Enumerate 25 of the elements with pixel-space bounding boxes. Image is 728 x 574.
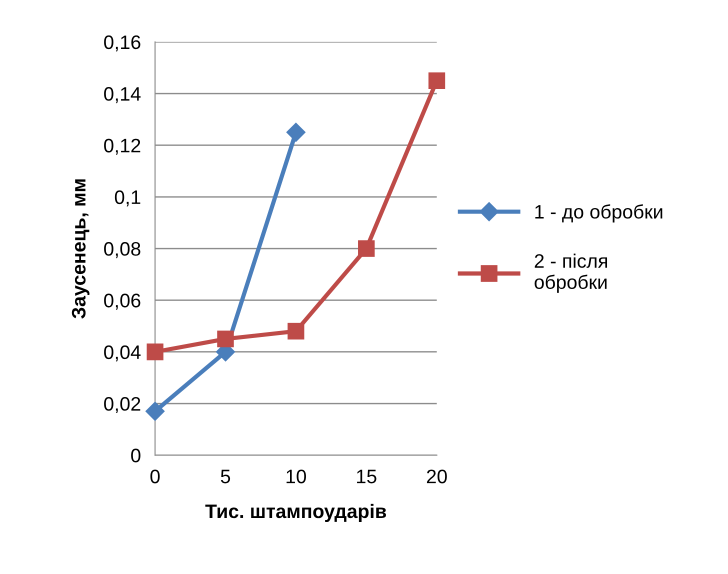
y-axis-title: Заусенець, мм — [72, 179, 90, 319]
x-tick-label: 15 — [357, 470, 376, 484]
y-tick-label: 0,1 — [114, 190, 140, 206]
y-tick-label: 0,06 — [104, 294, 140, 310]
y-tick-label: 0,04 — [104, 345, 141, 362]
point — [358, 240, 375, 257]
y-tick-label: 0,08 — [104, 242, 140, 258]
x-axis-title: Тис. штампоударів — [205, 504, 386, 522]
point — [217, 330, 234, 348]
x-tick-label: 10 — [286, 470, 306, 484]
x-tick-label: 5 — [220, 470, 230, 484]
y-tick-label: 0,14 — [104, 87, 141, 104]
x-tick-label: 20 — [426, 470, 447, 484]
legend-label: 2 - після обробки — [534, 254, 608, 293]
point — [146, 402, 165, 421]
y-tick-label: 0 — [131, 448, 140, 462]
point — [428, 72, 446, 89]
y-tick-label: 0,02 — [104, 396, 140, 414]
point — [286, 122, 306, 142]
y-tick-label: 0,12 — [104, 138, 140, 155]
y-tick-label: 0,16 — [104, 35, 140, 52]
legend-label: 1 - до обробки — [535, 204, 662, 222]
point — [288, 322, 304, 340]
point — [146, 344, 164, 360]
x-tick-label: 0 — [150, 470, 160, 484]
